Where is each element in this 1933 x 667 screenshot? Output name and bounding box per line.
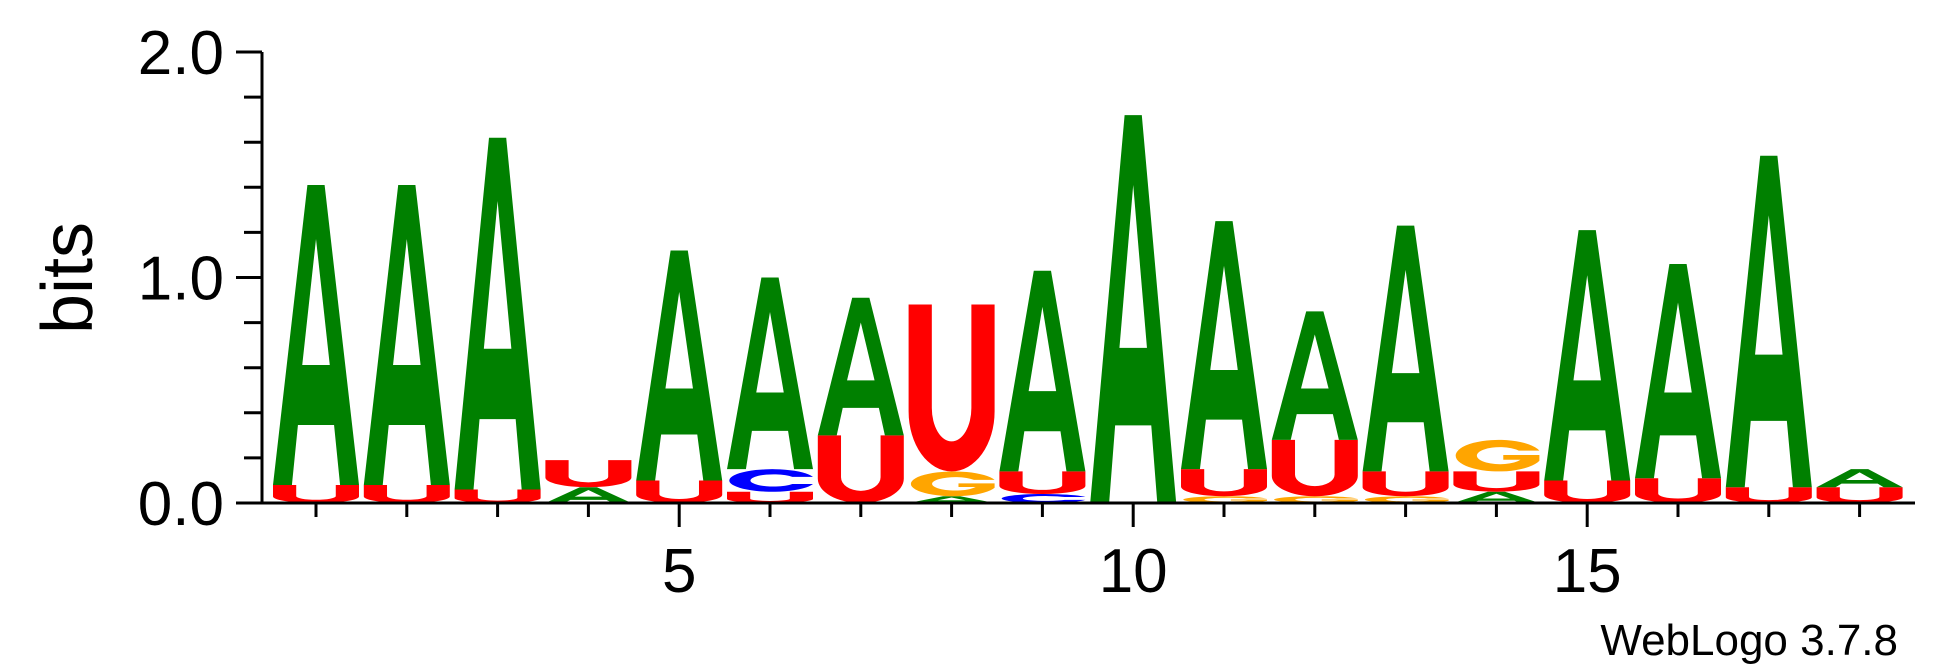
letter-U-position-9 — [999, 471, 1086, 494]
letter-U-position-11 — [1181, 469, 1267, 497]
weblogo-version-footer: WebLogo 3.7.8 — [1600, 616, 1898, 665]
letter-A-position-7 — [817, 297, 904, 436]
letter-stack-position-16 — [1635, 263, 1721, 503]
letter-A-position-11 — [1181, 221, 1267, 470]
y-axis-ticks: 0.0 1.0 2.0 — [138, 19, 262, 539]
letter-A-position-16 — [1635, 263, 1721, 479]
letter-U-position-15 — [1544, 480, 1631, 503]
letter-stack-position-8 — [908, 304, 995, 503]
letter-U-position-13 — [1362, 471, 1449, 497]
letter-stacks — [273, 115, 1903, 503]
letter-stack-position-4 — [545, 460, 632, 503]
letter-A-position-6 — [727, 277, 813, 470]
letter-stack-position-9 — [999, 270, 1086, 503]
y-axis-label: bits — [28, 222, 108, 334]
letter-stack-position-14 — [1453, 439, 1540, 503]
x-tick-label: 5 — [662, 537, 696, 606]
letter-U-position-5 — [636, 480, 723, 503]
letter-stack-position-6 — [727, 277, 813, 503]
y-tick-label: 1.0 — [138, 245, 224, 314]
letter-U-position-3 — [454, 489, 541, 503]
letter-stack-position-2 — [363, 185, 450, 503]
letter-A-position-2 — [363, 185, 450, 485]
letter-U-position-14 — [1453, 471, 1540, 492]
letter-A-position-10 — [1090, 115, 1177, 503]
letter-A-position-3 — [454, 137, 541, 490]
x-axis-ticks: 5 10 15 — [314, 503, 1862, 606]
letter-stack-position-18 — [1816, 469, 1903, 503]
letter-U-position-17 — [1725, 487, 1812, 503]
letter-U-position-16 — [1635, 478, 1721, 503]
letter-A-position-12 — [1271, 311, 1358, 440]
letter-stack-position-11 — [1181, 221, 1267, 503]
letter-U-position-4 — [545, 460, 632, 488]
letter-A-position-14 — [1453, 491, 1540, 503]
letter-stack-position-5 — [636, 250, 723, 503]
letter-U-position-18 — [1816, 487, 1903, 503]
y-tick-label: 2.0 — [138, 19, 224, 88]
letter-U-position-6 — [727, 491, 813, 503]
letter-U-position-7 — [817, 435, 904, 503]
letter-stack-position-12 — [1271, 311, 1358, 503]
letter-A-position-13 — [1362, 225, 1449, 472]
letter-G-position-14 — [1455, 439, 1540, 472]
letter-A-position-4 — [545, 487, 632, 503]
letter-stack-position-15 — [1544, 230, 1631, 503]
letter-A-position-1 — [273, 185, 359, 485]
letter-G-position-8 — [910, 471, 995, 497]
y-tick-label: 0.0 — [138, 470, 224, 539]
letter-A-position-17 — [1725, 155, 1812, 488]
letter-stack-position-13 — [1362, 225, 1449, 503]
letter-U-position-1 — [273, 484, 359, 503]
letter-stack-position-1 — [273, 185, 359, 503]
letter-U-position-12 — [1271, 439, 1358, 497]
letter-U-position-8 — [908, 304, 995, 472]
x-tick-label: 10 — [1099, 537, 1168, 606]
letter-stack-position-17 — [1725, 155, 1812, 503]
x-tick-label: 15 — [1553, 537, 1622, 606]
letter-U-position-2 — [363, 484, 450, 503]
letter-A-position-18 — [1816, 469, 1903, 488]
letter-stack-position-10 — [1090, 115, 1177, 503]
letter-A-position-15 — [1544, 230, 1631, 481]
letter-C-position-6 — [729, 469, 813, 492]
letter-A-position-9 — [999, 270, 1086, 472]
letter-stack-position-3 — [454, 137, 541, 503]
letter-A-position-5 — [636, 250, 723, 481]
letter-stack-position-7 — [817, 297, 904, 503]
